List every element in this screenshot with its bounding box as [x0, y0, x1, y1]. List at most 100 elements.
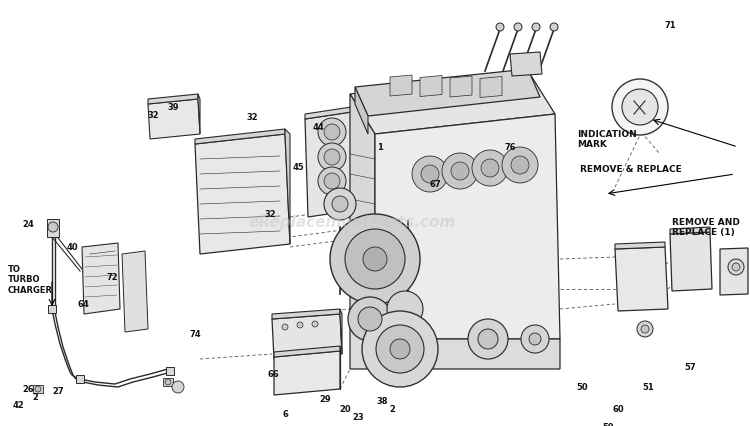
Text: 32: 32	[264, 210, 276, 219]
Text: 40: 40	[66, 243, 78, 252]
Circle shape	[324, 189, 356, 221]
Circle shape	[318, 119, 346, 147]
Polygon shape	[510, 53, 542, 77]
Circle shape	[312, 321, 318, 327]
Text: 2: 2	[389, 405, 395, 414]
Polygon shape	[285, 130, 290, 245]
Polygon shape	[272, 314, 342, 359]
Text: eReplacementParts.com: eReplacementParts.com	[249, 214, 456, 229]
Circle shape	[387, 291, 423, 327]
Circle shape	[48, 222, 58, 233]
Circle shape	[496, 24, 504, 32]
Circle shape	[345, 230, 405, 289]
Circle shape	[442, 154, 478, 190]
Text: 59: 59	[602, 423, 613, 426]
Polygon shape	[274, 346, 340, 357]
Circle shape	[521, 325, 549, 353]
Text: 26: 26	[22, 385, 34, 394]
Circle shape	[376, 325, 424, 373]
Circle shape	[641, 325, 649, 333]
Text: 64: 64	[77, 300, 89, 309]
Circle shape	[472, 151, 508, 187]
Text: 74: 74	[189, 330, 201, 339]
Circle shape	[297, 322, 303, 328]
Text: 32: 32	[246, 113, 258, 122]
Text: 1: 1	[377, 143, 383, 152]
Text: REMOVE AND
REPLACE (1): REMOVE AND REPLACE (1)	[672, 218, 740, 237]
Circle shape	[412, 157, 448, 193]
Text: 23: 23	[352, 412, 364, 421]
Bar	[48, 305, 56, 313]
Text: 2: 2	[32, 393, 38, 402]
Polygon shape	[720, 248, 748, 295]
Circle shape	[732, 263, 740, 271]
Circle shape	[390, 339, 410, 359]
Text: INDICATION
MARK: INDICATION MARK	[577, 130, 637, 149]
Circle shape	[332, 196, 348, 213]
Circle shape	[282, 324, 288, 330]
Circle shape	[318, 167, 346, 196]
Circle shape	[612, 80, 668, 136]
Circle shape	[35, 386, 41, 392]
Text: 20: 20	[339, 405, 351, 414]
Text: 38: 38	[376, 397, 388, 406]
Text: 71: 71	[664, 20, 676, 29]
Text: TO
TURBO
CHARGER: TO TURBO CHARGER	[8, 265, 53, 294]
Polygon shape	[450, 77, 472, 98]
Polygon shape	[148, 95, 198, 105]
Circle shape	[550, 24, 558, 32]
Polygon shape	[350, 95, 375, 339]
Text: 39: 39	[167, 103, 178, 112]
Polygon shape	[358, 107, 362, 210]
Circle shape	[358, 307, 382, 331]
Polygon shape	[195, 130, 285, 145]
Polygon shape	[615, 248, 668, 311]
Polygon shape	[198, 95, 200, 135]
Polygon shape	[274, 351, 340, 395]
Bar	[166, 367, 174, 375]
Polygon shape	[355, 70, 540, 117]
Circle shape	[468, 319, 508, 359]
Circle shape	[348, 297, 392, 341]
Bar	[163, 378, 173, 386]
Polygon shape	[122, 251, 148, 332]
Text: 27: 27	[53, 386, 64, 396]
Text: 24: 24	[22, 220, 34, 229]
Circle shape	[165, 379, 171, 385]
Circle shape	[451, 163, 469, 181]
Polygon shape	[355, 88, 368, 135]
Polygon shape	[272, 309, 340, 319]
Polygon shape	[390, 76, 412, 97]
Text: 50: 50	[576, 383, 588, 391]
Polygon shape	[305, 107, 358, 120]
Circle shape	[324, 150, 340, 166]
Circle shape	[330, 215, 420, 304]
Bar	[47, 219, 59, 237]
Text: REMOVE & REPLACE: REMOVE & REPLACE	[580, 164, 682, 173]
Circle shape	[637, 321, 653, 337]
Text: 6: 6	[282, 409, 288, 418]
Polygon shape	[420, 76, 442, 97]
Polygon shape	[615, 242, 665, 249]
Circle shape	[532, 24, 540, 32]
Text: 72: 72	[106, 273, 118, 282]
Circle shape	[502, 148, 538, 184]
Bar	[33, 385, 43, 393]
Polygon shape	[350, 75, 555, 135]
Polygon shape	[305, 112, 362, 218]
Circle shape	[363, 248, 387, 271]
Polygon shape	[480, 77, 502, 98]
Circle shape	[481, 160, 499, 178]
Text: 42: 42	[12, 400, 24, 409]
Text: 67: 67	[429, 180, 441, 189]
Polygon shape	[148, 100, 200, 140]
Polygon shape	[340, 309, 342, 354]
Circle shape	[421, 166, 439, 184]
Text: 45: 45	[292, 163, 304, 172]
Circle shape	[478, 329, 498, 349]
Circle shape	[362, 311, 438, 387]
Circle shape	[529, 333, 541, 345]
Circle shape	[728, 259, 744, 275]
Text: 57: 57	[684, 363, 696, 371]
Text: 76: 76	[504, 143, 516, 152]
